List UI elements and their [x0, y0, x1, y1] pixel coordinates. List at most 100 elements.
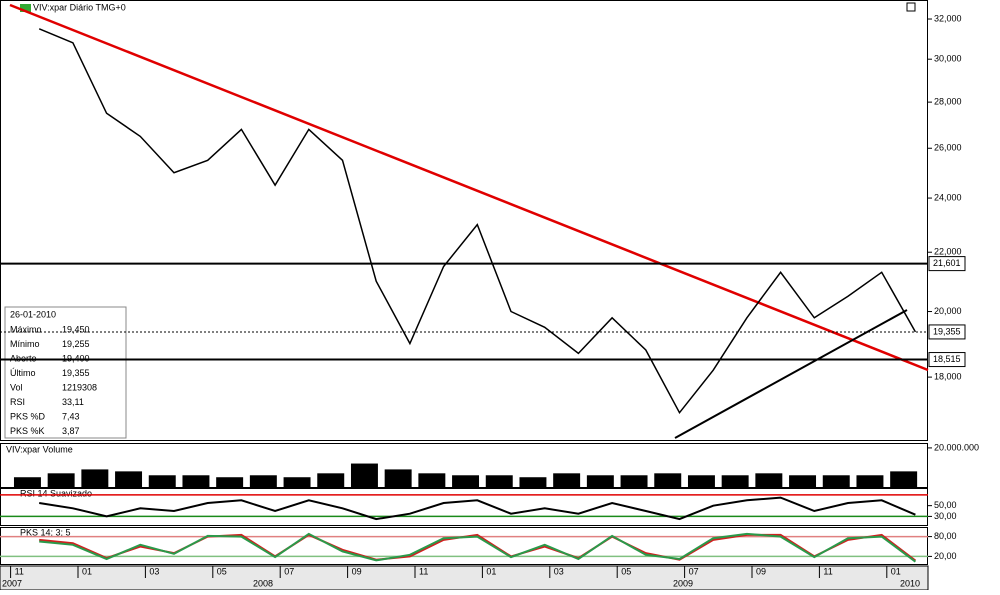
- y-tick-label: 20.000.000: [934, 442, 979, 452]
- info-value: 3,87: [62, 426, 80, 436]
- info-label: Máximo: [10, 324, 42, 334]
- volume-bar: [115, 471, 143, 487]
- x-axis-bar: [0, 565, 929, 591]
- price-panel: [0, 0, 928, 441]
- info-box: 26-01-2010: [4, 306, 127, 439]
- volume-bar: [620, 475, 648, 487]
- info-date: 26-01-2010: [10, 309, 56, 319]
- volume-panel: [0, 443, 928, 488]
- x-tick-label: 11: [15, 566, 24, 576]
- volume-bar: [350, 463, 378, 487]
- x-tick-label: 01: [82, 566, 92, 576]
- trend-line-black: [674, 309, 908, 439]
- y-tick-label: 24,000: [934, 192, 962, 202]
- x-tick-label: 01: [891, 566, 901, 576]
- y-tick-label: 20,000: [934, 306, 962, 316]
- level-label: 19,355: [933, 326, 961, 336]
- info-label: Mínimo: [10, 339, 40, 349]
- info-label: Aberto: [10, 353, 37, 363]
- volume-bar: [755, 473, 783, 487]
- info-value: 19,450: [62, 324, 90, 334]
- info-value: 33,11: [62, 397, 84, 407]
- info-label: RSI: [10, 397, 25, 407]
- y-tick-label: 30,000: [934, 54, 962, 64]
- volume-bar: [317, 473, 345, 487]
- x-tick-label: 03: [554, 566, 564, 576]
- volume-bar: [249, 475, 277, 487]
- volume-bar: [519, 477, 547, 487]
- x-tick-label: 07: [689, 566, 699, 576]
- volume-bar: [687, 475, 715, 487]
- volume-bar: [890, 471, 918, 487]
- x-tick-label: 03: [149, 566, 159, 576]
- volume-bar: [452, 475, 480, 487]
- series-line: [38, 28, 917, 415]
- volume-bar: [216, 477, 244, 487]
- x-tick-label: 01: [486, 566, 496, 576]
- y-tick-label: 26,000: [934, 143, 962, 153]
- level-label-box: [928, 352, 966, 368]
- y-tick-label: 28,000: [934, 97, 962, 107]
- x-tick-label: 05: [217, 566, 227, 576]
- x-tick-label: 09: [352, 566, 362, 576]
- volume-bar: [384, 469, 412, 487]
- level-label-box: [928, 256, 966, 272]
- price-title: VIV:xpar Diário TMG+0: [33, 2, 126, 12]
- volume-bar: [47, 473, 75, 487]
- series-line: [39, 532, 916, 563]
- year-label: 2008: [253, 578, 273, 588]
- volume-bar: [418, 473, 446, 487]
- trend-line-red: [9, 3, 929, 372]
- info-label: PKS %K: [10, 426, 45, 436]
- volume-bar: [721, 475, 749, 487]
- info-box-frame: [4, 306, 127, 439]
- year-label: 2010: [900, 578, 920, 588]
- rsi-panel: [0, 488, 928, 526]
- info-value: 19,255: [62, 339, 90, 349]
- rsi-title: RSI 14 Suavizado: [20, 488, 92, 498]
- symbol-icon: [20, 4, 31, 12]
- volume-bar: [485, 475, 513, 487]
- x-tick-label: 09: [756, 566, 766, 576]
- level-label: 21,601: [933, 258, 961, 268]
- y-tick-label: 18,000: [934, 371, 962, 381]
- volume-title: VIV:xpar Volume: [6, 444, 73, 454]
- volume-bar: [13, 477, 41, 487]
- volume-bar: [182, 475, 210, 487]
- volume-bar: [586, 475, 614, 487]
- info-label: Vol: [10, 382, 23, 392]
- pks-title: PKS 14; 3; 5: [20, 527, 71, 537]
- volume-bar: [856, 475, 884, 487]
- y-tick-label: 30,00: [934, 511, 957, 521]
- level-label-box: [928, 324, 966, 340]
- pks-panel: [0, 527, 928, 565]
- level-label: 18,515: [933, 354, 961, 364]
- info-value: 7,43: [62, 411, 80, 421]
- info-value: 19,400: [62, 353, 90, 363]
- x-tick-label: 11: [823, 566, 832, 576]
- volume-bar: [822, 475, 850, 487]
- y-tick-label: 32,000: [934, 13, 962, 23]
- volume-bar: [789, 475, 817, 487]
- info-label: PKS %D: [10, 411, 46, 421]
- volume-bar: [81, 469, 109, 487]
- volume-bar: [283, 477, 311, 487]
- series-line: [39, 496, 916, 521]
- y-tick-label: 22,000: [934, 247, 962, 257]
- info-value: 1219308: [62, 382, 97, 392]
- x-tick-label: 07: [284, 566, 294, 576]
- y-tick-label: 50,00: [934, 500, 957, 510]
- year-label: 2007: [2, 578, 22, 588]
- volume-bar: [553, 473, 581, 487]
- volume-bar: [148, 475, 176, 487]
- x-tick-label: 05: [621, 566, 631, 576]
- info-label: Último: [10, 368, 36, 378]
- year-label: 2009: [673, 578, 693, 588]
- x-tick-label: 11: [419, 566, 428, 576]
- y-tick-label: 80,00: [934, 531, 957, 541]
- volume-bar: [654, 473, 682, 487]
- info-value: 19,355: [62, 368, 90, 378]
- maximize-button[interactable]: [906, 2, 916, 12]
